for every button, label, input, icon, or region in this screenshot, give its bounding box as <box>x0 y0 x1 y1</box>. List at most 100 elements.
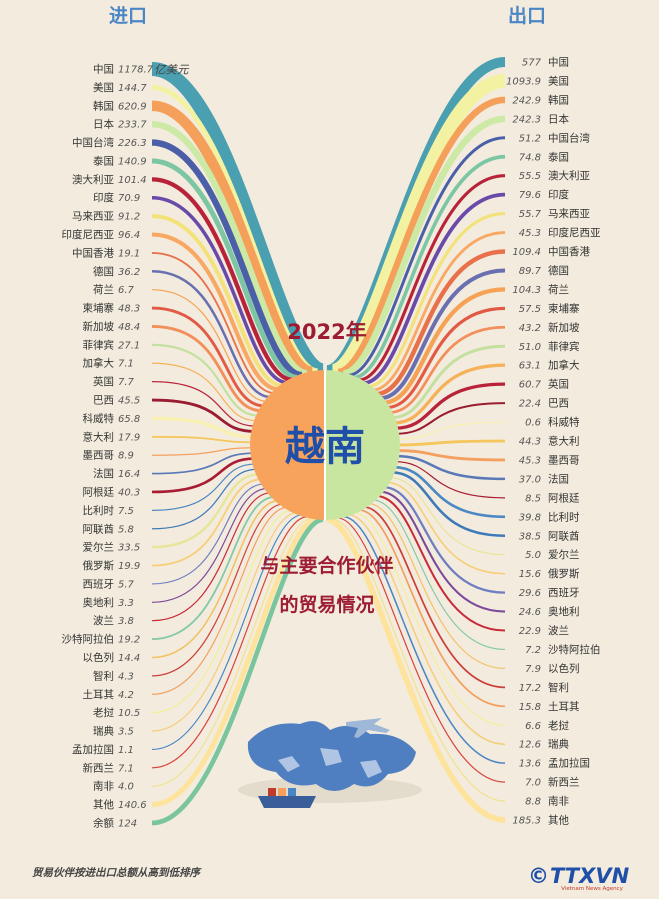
import-value-label: 620.9 <box>118 101 147 112</box>
export-flow-12 <box>382 287 506 405</box>
export-partner-label: 泰国 <box>548 150 569 163</box>
import-partner-label: 美国 <box>93 81 114 94</box>
airplane-icon <box>346 718 390 738</box>
import-partner-label: 墨西哥 <box>83 450 115 462</box>
export-value-label: 15.6 <box>519 569 541 580</box>
import-flow-34 <box>151 506 288 695</box>
export-partner-label: 日本 <box>548 112 569 125</box>
export-partner-label: 爱尔兰 <box>548 548 580 561</box>
import-flow-5 <box>151 158 298 380</box>
import-value-label: 144.7 <box>118 83 147 94</box>
import-value-label: 3.8 <box>118 616 134 627</box>
import-flow-9 <box>151 232 280 392</box>
import-flow-23 <box>151 457 256 494</box>
export-flow-21 <box>395 449 506 462</box>
import-value-label: 36.2 <box>118 267 140 278</box>
import-partner-label: 菲律宾 <box>83 338 115 351</box>
export-flow-7 <box>363 192 506 386</box>
export-value-label: 17.2 <box>519 683 541 694</box>
export-partner-label: 美国 <box>548 74 569 87</box>
export-partner-label: 马来西亚 <box>548 208 590 220</box>
import-partner-label: 波兰 <box>93 614 114 627</box>
import-value-label: 4.2 <box>118 690 134 701</box>
export-flow-24 <box>392 465 506 519</box>
export-value-label: 29.6 <box>519 588 541 599</box>
export-flow-11 <box>379 268 506 401</box>
import-partner-label: 意大利 <box>83 430 115 443</box>
import-flow-35 <box>151 509 293 714</box>
export-partner-label: 瑞典 <box>548 738 569 751</box>
export-partner-label: 柬埔寨 <box>548 302 580 315</box>
import-partner-label: 瑞典 <box>93 725 114 738</box>
export-flow-4 <box>348 136 506 377</box>
import-partner-label: 比利时 <box>83 504 115 517</box>
center-circle-right <box>325 370 400 520</box>
export-value-label: 74.8 <box>519 152 541 163</box>
import-partner-label: 俄罗斯 <box>83 559 115 572</box>
import-flow-6 <box>151 177 293 382</box>
import-flow-27 <box>151 478 263 567</box>
import-partner-label: 中国台湾 <box>72 136 114 149</box>
export-partner-label: 老挝 <box>548 719 569 732</box>
import-value-label: 70.9 <box>118 193 140 204</box>
export-flow-37 <box>343 515 506 764</box>
export-value-label: 22.9 <box>519 626 541 637</box>
export-partner-label: 土耳其 <box>548 700 580 713</box>
export-flow-26 <box>388 476 506 556</box>
import-flow-29 <box>151 487 268 603</box>
import-flow-15 <box>151 343 260 417</box>
import-flow-24 <box>151 463 257 511</box>
import-value-label: 5.8 <box>118 524 134 535</box>
import-partner-label: 土耳其 <box>83 688 115 701</box>
import-flow-33 <box>151 503 283 677</box>
import-flow-0 <box>150 62 326 378</box>
export-flow-36 <box>348 513 506 745</box>
export-flow-23 <box>394 461 506 499</box>
import-flow-12 <box>151 289 268 403</box>
import-value-label: 7.1 <box>118 359 134 370</box>
export-partner-label: 新西兰 <box>548 776 580 789</box>
export-flow-35 <box>353 511 506 726</box>
export-value-label: 6.6 <box>525 721 541 732</box>
export-partner-label: 以色列 <box>548 662 580 675</box>
logo-text: TTXVN <box>550 864 630 888</box>
export-partner-label: 孟加拉国 <box>548 757 590 770</box>
import-flow-26 <box>151 473 260 549</box>
export-flow-29 <box>379 490 506 613</box>
export-partner-label: 意大利 <box>548 435 580 448</box>
center-circle-left <box>250 370 325 520</box>
import-value-label: 140.6 <box>118 800 147 811</box>
import-partner-label: 以色列 <box>83 651 115 664</box>
export-flow-16 <box>392 363 506 425</box>
export-value-label: 185.3 <box>512 816 541 827</box>
export-value-label: 7.9 <box>525 664 541 675</box>
export-value-label: 38.5 <box>519 531 541 542</box>
export-flow-30 <box>376 494 506 632</box>
import-partner-label: 新西兰 <box>83 761 115 774</box>
import-value-label: 5.7 <box>118 579 135 590</box>
import-partner-label: 法国 <box>93 467 114 480</box>
import-partner-label: 马来西亚 <box>72 211 114 223</box>
import-value-label: 33.5 <box>118 543 140 554</box>
export-value-label: 43.2 <box>519 323 541 334</box>
export-value-label: 60.7 <box>519 380 542 391</box>
export-partner-label: 新加坡 <box>548 321 580 334</box>
import-flow-39 <box>151 517 313 787</box>
import-partner-label: 阿联酋 <box>83 522 115 535</box>
export-flow-14 <box>388 325 506 414</box>
export-flow-2 <box>337 96 506 376</box>
import-flow-19 <box>151 416 255 439</box>
import-partner-label: 沙特阿拉伯 <box>62 633 115 646</box>
import-flow-30 <box>151 492 272 622</box>
export-partner-label: 英国 <box>548 378 569 391</box>
export-value-label: 12.6 <box>519 740 541 751</box>
export-partner-label: 阿联酋 <box>548 529 580 542</box>
import-partner-label: 新加坡 <box>83 320 115 333</box>
export-partner-label: 中国香港 <box>548 245 590 258</box>
export-partner-label: 比利时 <box>548 510 580 523</box>
export-flow-3 <box>342 115 506 377</box>
import-flow-10 <box>151 251 275 395</box>
import-value-label: 1.1 <box>118 745 134 756</box>
import-partner-label: 德国 <box>93 265 114 278</box>
